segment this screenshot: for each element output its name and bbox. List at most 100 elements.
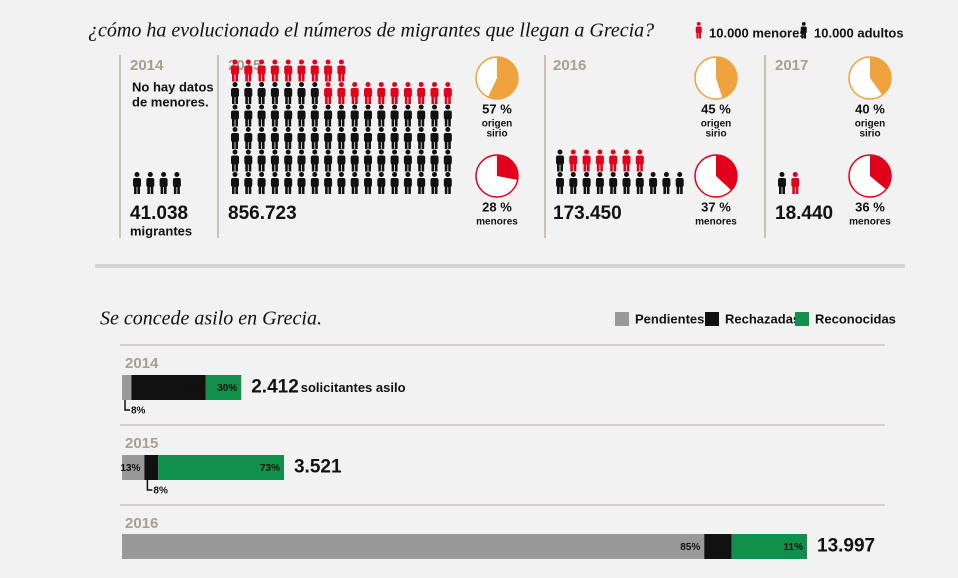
icon-leg (404, 185, 408, 194)
icon-leg (235, 185, 238, 194)
icon-leg (258, 117, 262, 127)
icon-leg (311, 140, 315, 149)
pie-caption: sirio (859, 129, 880, 140)
person-icon (635, 149, 644, 172)
person-icon (337, 104, 346, 127)
icon-leg (262, 162, 265, 172)
icon-head (299, 127, 304, 132)
icon-head (312, 149, 318, 155)
icon-leg (248, 95, 252, 104)
icon-head (418, 172, 424, 177)
person-icon (417, 82, 426, 104)
icon-head (610, 149, 616, 155)
icon-head (352, 104, 358, 110)
person-icon (403, 127, 412, 149)
icon-leg (341, 95, 345, 104)
icon-leg (235, 162, 238, 172)
segment-label: 30% (217, 383, 237, 394)
icon-body (390, 88, 399, 97)
icon-head (312, 172, 318, 177)
person-icon (244, 104, 253, 127)
icon-body (297, 110, 306, 120)
icon-body (231, 65, 239, 75)
icon-head (624, 149, 629, 155)
icon-body (582, 178, 591, 187)
icon-head (597, 172, 603, 177)
person-icon (364, 104, 372, 127)
icon-leg (325, 162, 328, 172)
icon-head (285, 104, 291, 110)
person-icon (310, 59, 319, 82)
icon-body (417, 155, 426, 165)
icon-body (403, 110, 412, 120)
icon-body (310, 88, 319, 97)
icon-leg (258, 185, 262, 194)
icon-leg (137, 185, 140, 194)
icon-body (133, 178, 141, 187)
icon-head (232, 127, 238, 132)
icon-head (405, 82, 411, 87)
icon-leg (262, 140, 265, 149)
icon-body (324, 110, 333, 120)
icon-leg (275, 117, 278, 127)
icon-leg (378, 185, 381, 194)
icon-leg (626, 185, 630, 194)
person-icon (284, 59, 293, 82)
person-icon (310, 149, 319, 172)
person-icon (778, 172, 786, 194)
icon-head (663, 172, 669, 177)
icon-body (324, 178, 333, 187)
icon-leg (663, 185, 666, 194)
icon-body (284, 88, 293, 97)
icon-body (270, 110, 279, 120)
icon-head (557, 172, 563, 177)
icon-leg (248, 72, 252, 82)
icon-leg (275, 95, 278, 104)
icon-body (791, 178, 800, 187)
icon-body (257, 88, 266, 97)
icon-head (365, 82, 371, 87)
person-icon (377, 127, 386, 149)
icon-leg (626, 162, 630, 172)
icon-body (635, 178, 644, 187)
icon-leg (338, 162, 341, 172)
icon-leg (338, 72, 341, 82)
icon-head (378, 82, 384, 87)
icon-leg (315, 185, 318, 194)
person-icon (364, 82, 372, 104)
person-icon (377, 104, 386, 127)
icon-body (364, 178, 372, 187)
icon-leg (404, 140, 408, 149)
icon-head (445, 172, 451, 177)
person-icon (622, 149, 631, 172)
icon-head (445, 127, 451, 132)
icon-leg (381, 117, 385, 127)
icon-leg (444, 140, 448, 149)
icon-leg (600, 185, 603, 194)
person-icon (443, 82, 452, 104)
icon-body (364, 133, 372, 142)
icon-leg (434, 95, 438, 104)
person-icon (443, 104, 452, 127)
person-icon (337, 59, 346, 82)
person-icon (270, 104, 279, 127)
icon-body (337, 178, 346, 187)
icon-body (377, 178, 386, 187)
icon-body (582, 155, 591, 165)
icon-leg (355, 95, 358, 104)
icon-head (272, 59, 278, 65)
icon-body (350, 133, 359, 142)
icon-head (174, 172, 180, 177)
total: 173.450 (553, 203, 622, 224)
icon-leg (421, 185, 425, 194)
icon-body (443, 133, 452, 142)
year: 2014 (125, 355, 159, 372)
icon-leg (600, 162, 603, 172)
pie-caption: origen (855, 119, 886, 130)
icon-leg (160, 185, 164, 194)
icon-head (445, 82, 451, 87)
icon-leg (301, 140, 305, 149)
icon-leg (610, 185, 613, 194)
icon-leg (421, 162, 425, 172)
